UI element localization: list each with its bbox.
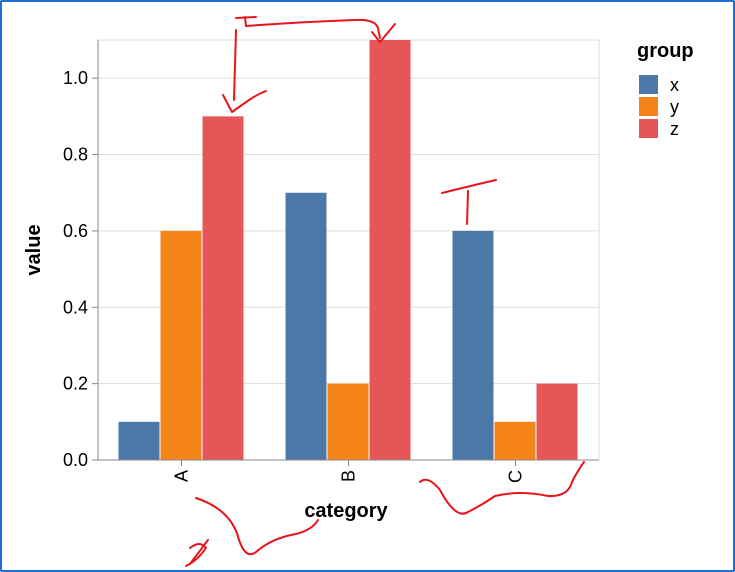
legend-label-y: y — [670, 97, 679, 117]
bar-A-z — [202, 116, 244, 460]
annotation-squiggle-a — [195, 497, 319, 556]
annotation-t-c — [441, 179, 497, 225]
legend-label-x: x — [670, 75, 679, 95]
bar-C-y — [494, 421, 536, 460]
bar-C-z — [536, 383, 578, 460]
annotation-connector — [245, 18, 381, 39]
bar-C-x — [452, 230, 494, 460]
legend-label-z: z — [670, 119, 679, 139]
bar-B-y — [327, 383, 369, 460]
y-axis-title: value — [23, 224, 45, 275]
x-tick-label: B — [339, 470, 359, 482]
y-tick-label: 0.8 — [63, 145, 88, 165]
y-tick-label: 0.6 — [63, 221, 88, 241]
legend-swatch-x — [639, 75, 658, 94]
legend: group xyz — [637, 40, 694, 139]
axes: 0.0 0.2 0.4 0.6 0.8 1.0 A B C — [63, 40, 599, 483]
legend-swatch-z — [639, 119, 658, 138]
hand-drawn-annotations — [185, 16, 585, 567]
x-axis-title: category — [304, 500, 388, 522]
bar-A-x — [118, 421, 160, 460]
bar-B-x — [285, 192, 327, 460]
legend-title: group — [637, 40, 694, 62]
y-tick-label: 0.2 — [63, 374, 88, 394]
bar-B-z — [369, 40, 411, 460]
x-tick-label: C — [506, 470, 526, 483]
y-tick-label: 0.4 — [63, 297, 88, 317]
annotation-squiggle-c — [419, 461, 585, 515]
legend-swatch-y — [639, 97, 658, 116]
bar-A-y — [160, 230, 202, 460]
annotation-arrow-b-head — [371, 23, 396, 43]
annotation-arrow-a-head — [222, 90, 267, 113]
x-tick-label: A — [172, 470, 192, 482]
annotation-t-left — [235, 16, 257, 27]
annotation-down-line — [233, 29, 237, 101]
annotation-scribble — [185, 539, 209, 567]
y-tick-label: 0.0 — [63, 450, 88, 470]
bars — [118, 40, 578, 460]
y-tick-label: 1.0 — [63, 68, 88, 88]
